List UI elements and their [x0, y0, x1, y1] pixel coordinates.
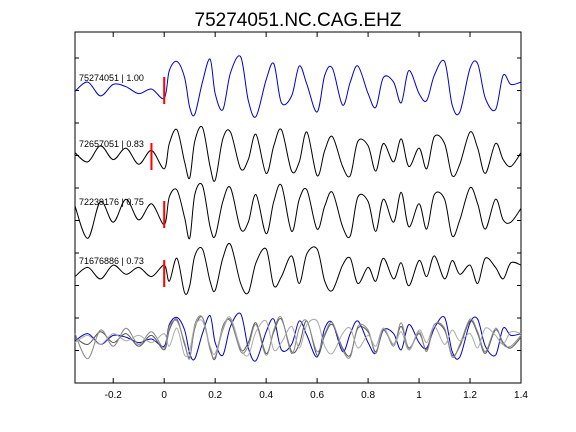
trace-label-1: 72657051 | 0.83 [79, 139, 144, 149]
x-tick-label: 0 [161, 390, 167, 401]
x-tick-label: 0.6 [310, 390, 324, 401]
stack-trace-0 [74, 312, 522, 362]
trace-2 [74, 182, 522, 240]
x-tick-label: 0.2 [208, 390, 222, 401]
trace-1 [74, 125, 522, 182]
x-tick-label: -0.2 [105, 390, 123, 401]
x-tick-label: 0.4 [259, 390, 273, 401]
stack-trace-2 [74, 315, 522, 360]
y-axis-ticks [75, 57, 521, 351]
trace-label-2: 72239176 | 0.75 [79, 197, 144, 207]
trace-labels: 75274051 | 1.00 72657051 | 0.83 72239176 |… [79, 73, 144, 266]
trace-label-3: 71676886 | 0.73 [79, 256, 144, 266]
chart-title: 75274051.NC.CAG.EHZ [195, 10, 402, 31]
x-tick-label: 1 [416, 390, 422, 401]
trace-label-0: 75274051 | 1.00 [79, 73, 144, 83]
x-tick-label: 1.2 [463, 390, 477, 401]
stacked-overlay [74, 312, 522, 362]
stack-trace-3 [74, 316, 522, 358]
x-axis: -0.2 0 0.2 0.4 0.6 0.8 1 1.2 1.4 [105, 32, 528, 401]
x-tick-label: 0.8 [361, 390, 375, 401]
x-tick-label: 1.4 [514, 390, 528, 401]
trace-0 [74, 55, 522, 118]
pick-markers [150, 77, 166, 287]
waveform-traces [74, 55, 522, 295]
trace-3 [74, 242, 522, 295]
plot-frame [74, 31, 522, 384]
